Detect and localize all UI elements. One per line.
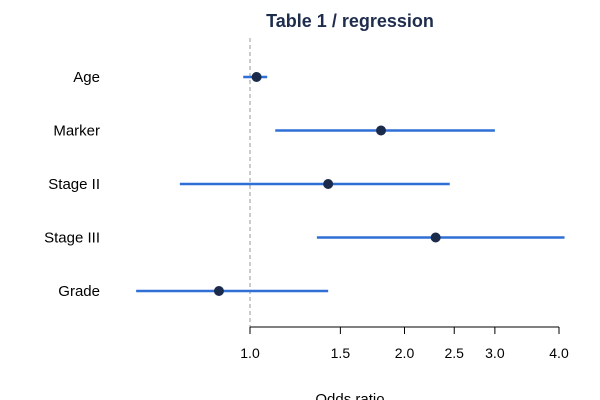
- x-tick-label: 4.0: [549, 345, 569, 361]
- point-estimate: [430, 232, 441, 243]
- row-label: Age: [73, 69, 100, 86]
- x-tick-label: 3.0: [485, 345, 505, 361]
- x-tick-label: 1.5: [331, 345, 351, 361]
- forest-row: Stage II: [48, 176, 450, 193]
- point-estimate: [251, 72, 262, 82]
- chart-title: Table 1 / regression: [266, 11, 434, 31]
- row-label: Grade: [58, 283, 100, 300]
- x-axis-label: Odds ratio: [315, 391, 384, 400]
- x-tick-label: 1.0: [240, 345, 260, 361]
- forest-row: Grade: [58, 283, 329, 300]
- point-estimate: [213, 286, 224, 296]
- forest-row: Marker: [53, 123, 495, 140]
- row-label: Marker: [53, 123, 100, 140]
- rows-group: Age Marker Stage II Stage III Grade: [44, 69, 565, 300]
- forest-row: Stage III: [44, 230, 565, 247]
- row-label: Stage III: [44, 230, 100, 247]
- x-tick-label: 2.5: [445, 345, 465, 361]
- x-tick-label: 2.0: [395, 345, 415, 361]
- x-axis: 1.0 1.5 2.0 2.5 3.0 4.0: [240, 326, 569, 361]
- row-label: Stage II: [48, 176, 100, 193]
- forest-row: Age: [73, 69, 268, 86]
- point-estimate: [376, 125, 387, 136]
- point-estimate: [323, 179, 334, 189]
